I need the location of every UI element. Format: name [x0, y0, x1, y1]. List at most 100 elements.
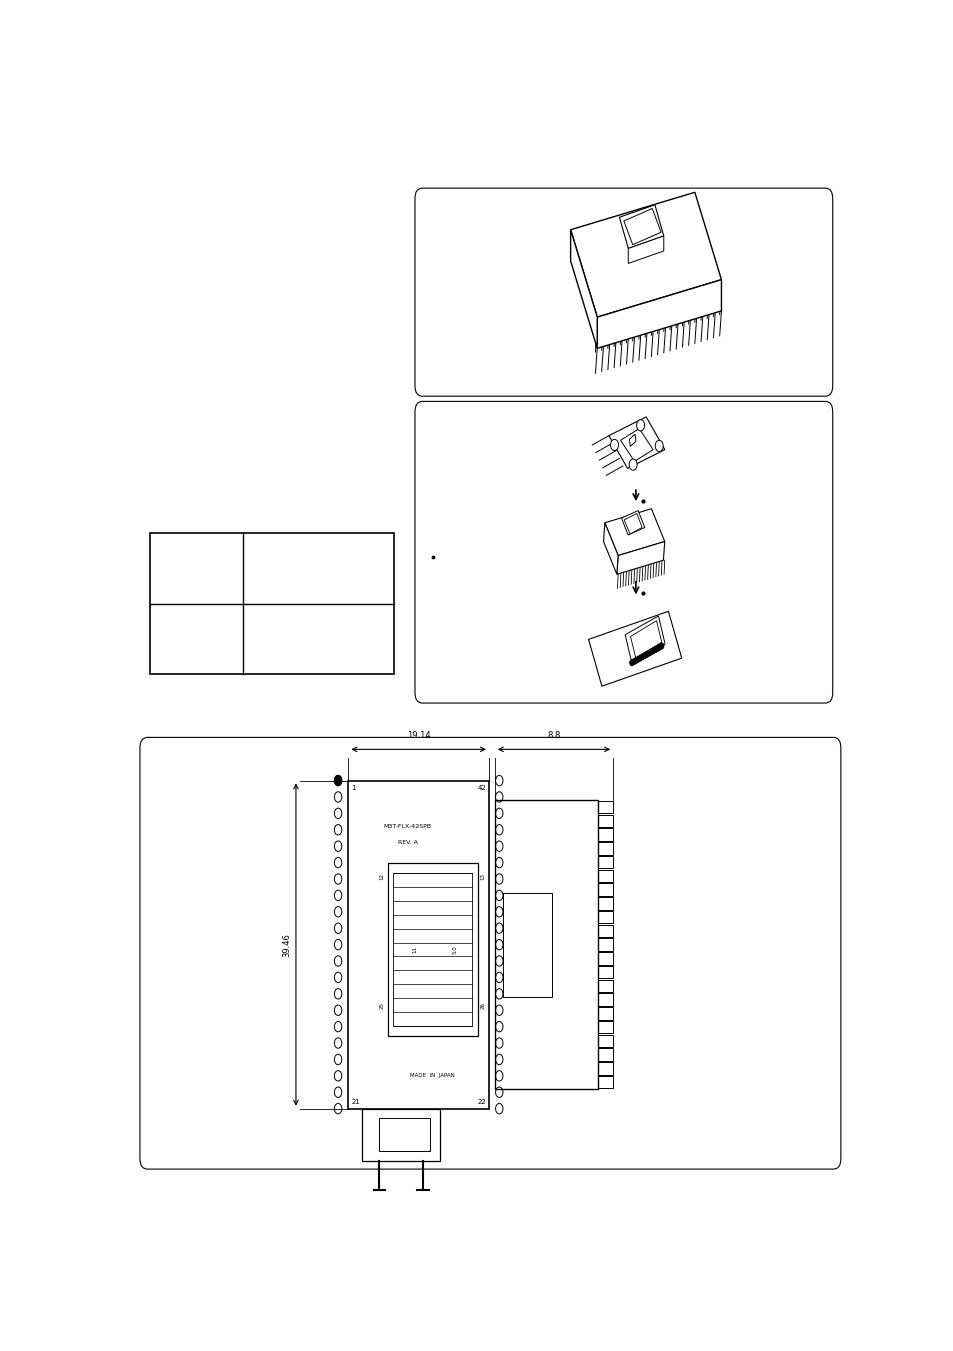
Circle shape [655, 440, 662, 451]
Text: 25: 25 [379, 1001, 384, 1009]
Text: 5.0: 5.0 [453, 946, 457, 954]
Circle shape [631, 658, 636, 665]
Circle shape [629, 659, 634, 666]
Text: 26: 26 [480, 1001, 485, 1009]
Circle shape [628, 459, 637, 470]
Circle shape [335, 840, 341, 851]
Polygon shape [603, 523, 618, 574]
Text: 39.46: 39.46 [282, 932, 292, 957]
Circle shape [335, 1054, 341, 1065]
Circle shape [335, 989, 341, 998]
Polygon shape [597, 280, 720, 349]
Circle shape [495, 955, 502, 966]
Bar [598, 1062, 613, 1074]
Bar [598, 1075, 613, 1089]
Polygon shape [604, 509, 664, 555]
Circle shape [335, 1038, 341, 1048]
Circle shape [335, 973, 341, 982]
Bar [598, 1035, 613, 1047]
Circle shape [495, 775, 502, 786]
Bar [598, 815, 613, 827]
Circle shape [638, 655, 642, 661]
Circle shape [650, 647, 655, 654]
Circle shape [495, 1054, 502, 1065]
Circle shape [335, 907, 341, 917]
Circle shape [335, 939, 341, 950]
Text: 11: 11 [412, 946, 416, 952]
Polygon shape [628, 236, 663, 263]
Circle shape [641, 653, 646, 659]
Polygon shape [623, 208, 660, 245]
Text: M3T-FLX-42SPB: M3T-FLX-42SPB [383, 824, 431, 830]
Circle shape [495, 890, 502, 901]
Circle shape [495, 808, 502, 819]
Circle shape [335, 775, 341, 786]
Circle shape [495, 1088, 502, 1097]
Polygon shape [630, 620, 661, 658]
Bar [598, 870, 613, 882]
Bar [598, 828, 613, 840]
Circle shape [335, 890, 341, 901]
Bar [362, 1109, 439, 1161]
Text: 22: 22 [476, 1098, 485, 1105]
Bar [495, 800, 598, 1089]
Circle shape [335, 1021, 341, 1032]
Circle shape [495, 907, 502, 917]
Circle shape [636, 420, 644, 431]
Circle shape [655, 646, 659, 651]
Polygon shape [570, 192, 720, 317]
Polygon shape [570, 230, 597, 349]
Bar [598, 1021, 613, 1034]
Bar [151, 534, 394, 674]
Bar [598, 979, 613, 992]
Bar [598, 966, 613, 978]
Circle shape [646, 650, 651, 657]
Text: 12: 12 [379, 873, 384, 880]
Circle shape [495, 989, 502, 998]
Circle shape [639, 654, 644, 659]
Text: 42: 42 [476, 785, 485, 790]
Circle shape [636, 657, 639, 662]
Polygon shape [624, 616, 664, 663]
Circle shape [644, 651, 648, 658]
Bar [502, 893, 551, 997]
Text: 8.8: 8.8 [547, 731, 560, 740]
Circle shape [659, 643, 663, 648]
Text: MADE  IN  JAPAN: MADE IN JAPAN [410, 1073, 455, 1078]
Circle shape [495, 840, 502, 851]
Circle shape [335, 1005, 341, 1016]
Polygon shape [629, 434, 636, 446]
Circle shape [335, 824, 341, 835]
Polygon shape [623, 513, 641, 534]
Polygon shape [608, 417, 664, 469]
Circle shape [657, 644, 661, 650]
Polygon shape [619, 428, 653, 461]
Text: 1: 1 [351, 785, 355, 790]
Bar [598, 911, 613, 923]
Circle shape [335, 955, 341, 966]
Bar [598, 884, 613, 896]
Polygon shape [588, 611, 681, 686]
Circle shape [610, 439, 618, 451]
Text: REV. A: REV. A [397, 840, 417, 846]
Circle shape [495, 939, 502, 950]
Circle shape [653, 646, 657, 653]
Circle shape [633, 658, 638, 663]
Circle shape [495, 874, 502, 884]
Circle shape [495, 1104, 502, 1113]
Circle shape [335, 1104, 341, 1113]
Bar [379, 1119, 430, 1151]
Circle shape [335, 1070, 341, 1081]
Circle shape [495, 973, 502, 982]
Circle shape [495, 1070, 502, 1081]
Circle shape [495, 824, 502, 835]
Circle shape [335, 775, 341, 786]
Polygon shape [620, 511, 644, 535]
Circle shape [495, 923, 502, 934]
Circle shape [335, 808, 341, 819]
Text: 13: 13 [480, 873, 485, 880]
Bar [393, 873, 472, 1025]
Circle shape [335, 1088, 341, 1097]
Bar [598, 1006, 613, 1020]
Circle shape [648, 648, 653, 655]
